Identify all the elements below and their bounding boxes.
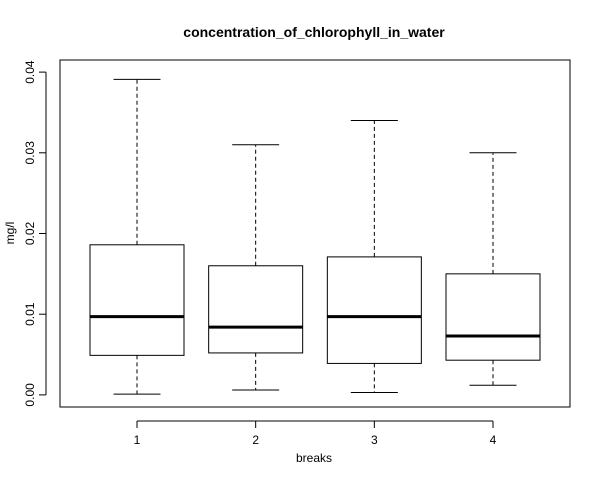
y-tick-label: 0.04: [23, 60, 37, 84]
iqr-box: [89, 244, 185, 356]
box-4: [445, 152, 541, 386]
iqr-box: [445, 273, 541, 361]
boxes: [89, 78, 541, 395]
x-tick-label: 4: [490, 433, 497, 447]
x-axis: 1 2 3 4: [134, 420, 497, 447]
iqr-box: [208, 265, 304, 354]
y-tick-label: 0.03: [23, 141, 37, 165]
y-tick-label: 0.02: [23, 221, 37, 245]
box-3: [326, 120, 422, 393]
y-tick-label: 0.01: [23, 302, 37, 326]
x-axis-label: breaks: [296, 451, 332, 465]
y-axis-label: mg/l: [3, 222, 17, 245]
iqr-box: [326, 256, 422, 364]
x-tick-label: 2: [252, 433, 259, 447]
chart-title: concentration_of_chlorophyll_in_water: [183, 24, 445, 40]
box-2: [208, 144, 304, 391]
y-axis: 0.00 0.01 0.02 0.03 0.04: [23, 60, 47, 407]
plot-frame: [59, 59, 571, 408]
x-tick-label: 1: [134, 433, 141, 447]
x-tick-label: 3: [371, 433, 378, 447]
box-1: [89, 78, 185, 395]
y-tick-label: 0.00: [23, 383, 37, 407]
